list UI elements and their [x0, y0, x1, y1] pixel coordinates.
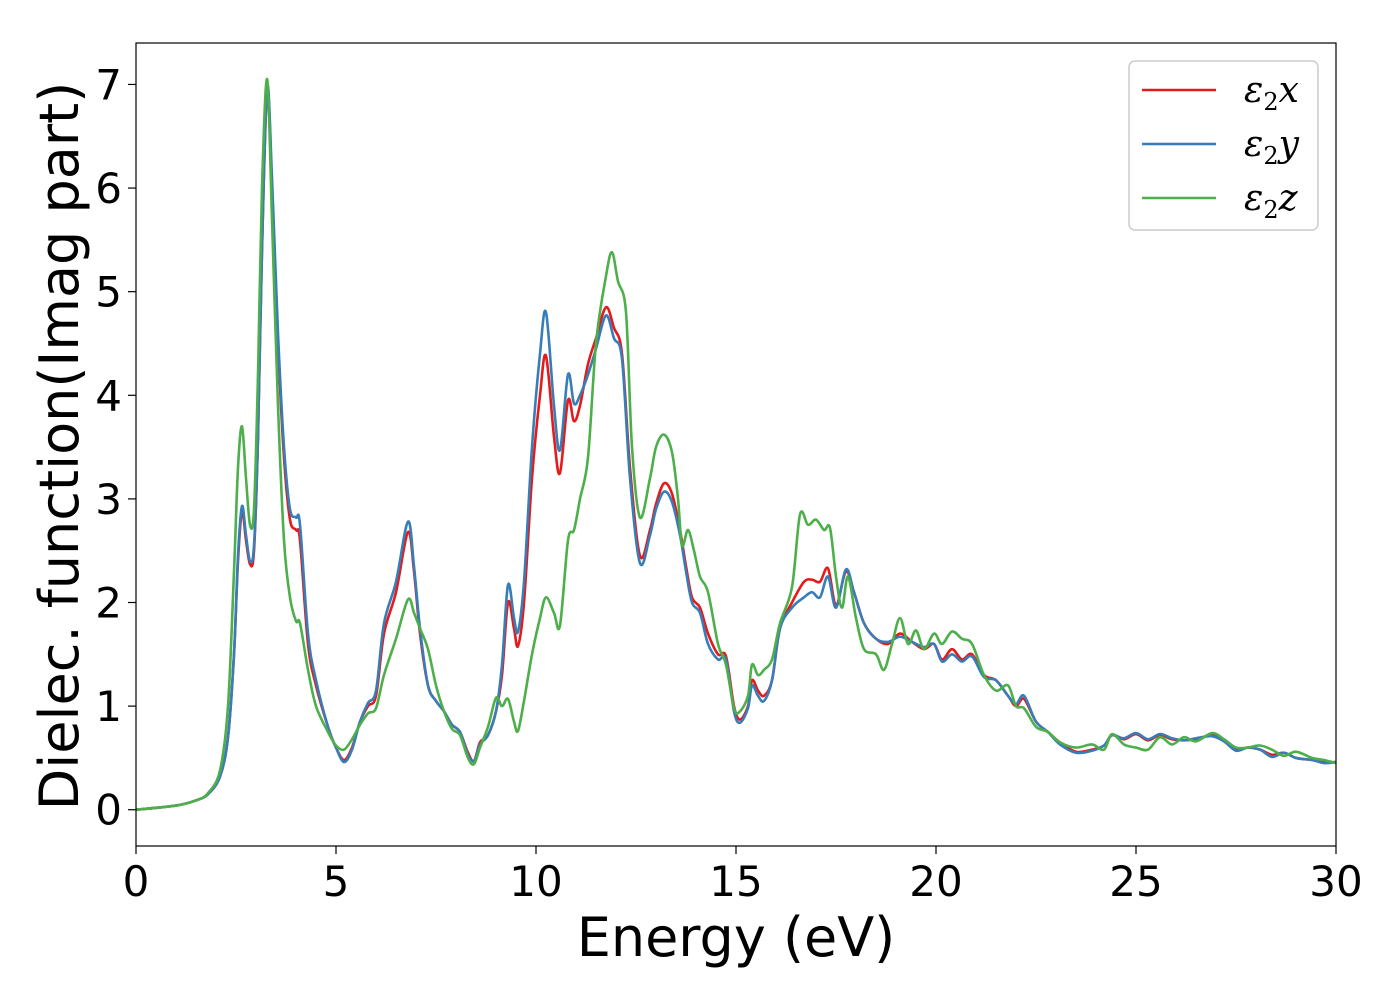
- series-line-z: [136, 77, 1336, 812]
- x-tick-label: 30: [1309, 857, 1362, 906]
- x-axis: 0 5 10 15 20 25 30: [123, 846, 1363, 906]
- legend: ε2x ε2y ε2z: [1128, 60, 1319, 231]
- legend-box: [1128, 60, 1319, 231]
- y-tick-label: 3: [95, 475, 122, 524]
- y-tick-label: 5: [95, 268, 122, 317]
- legend-label-z: ε2z: [1244, 178, 1299, 224]
- y-tick-label: 1: [95, 682, 122, 731]
- x-tick-label: 20: [909, 857, 962, 906]
- y-tick-label: 6: [95, 164, 122, 213]
- legend-label-x: ε2x: [1244, 70, 1299, 116]
- y-tick-label: 4: [95, 371, 122, 420]
- x-axis-label: Energy (eV): [577, 906, 896, 969]
- x-tick-label: 0: [123, 857, 150, 906]
- y-tick-label: 2: [95, 579, 122, 628]
- y-axis: 0 1 2 3 4 5 6 7: [95, 60, 136, 835]
- y-tick-label: 0: [95, 786, 122, 835]
- x-tick-label: 10: [509, 857, 562, 906]
- y-axis-label: Dielec. function(Imag part): [28, 82, 91, 811]
- x-tick-label: 5: [323, 857, 350, 906]
- legend-label-y: ε2y: [1244, 124, 1300, 170]
- x-tick-label: 25: [1109, 857, 1162, 906]
- x-tick-label: 15: [709, 857, 762, 906]
- y-tick-label: 7: [95, 60, 122, 109]
- series-lines: [136, 77, 1336, 812]
